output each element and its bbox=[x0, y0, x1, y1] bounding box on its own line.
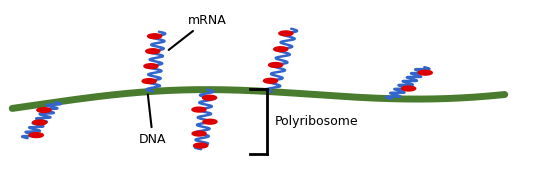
Circle shape bbox=[33, 120, 47, 125]
Circle shape bbox=[279, 31, 293, 36]
Circle shape bbox=[146, 49, 160, 54]
Text: Polyribosome: Polyribosome bbox=[275, 115, 358, 128]
Circle shape bbox=[203, 119, 217, 124]
Circle shape bbox=[401, 86, 416, 91]
Circle shape bbox=[194, 143, 208, 148]
Text: DNA: DNA bbox=[139, 94, 166, 146]
Circle shape bbox=[29, 133, 44, 138]
Circle shape bbox=[269, 63, 283, 67]
Circle shape bbox=[192, 131, 206, 136]
Circle shape bbox=[274, 47, 288, 52]
Circle shape bbox=[142, 79, 156, 84]
Circle shape bbox=[192, 107, 206, 112]
Circle shape bbox=[147, 34, 162, 39]
Circle shape bbox=[37, 108, 51, 112]
Circle shape bbox=[144, 64, 158, 69]
Circle shape bbox=[202, 95, 217, 100]
Circle shape bbox=[418, 70, 432, 75]
Circle shape bbox=[263, 78, 277, 83]
Text: mRNA: mRNA bbox=[169, 13, 226, 50]
